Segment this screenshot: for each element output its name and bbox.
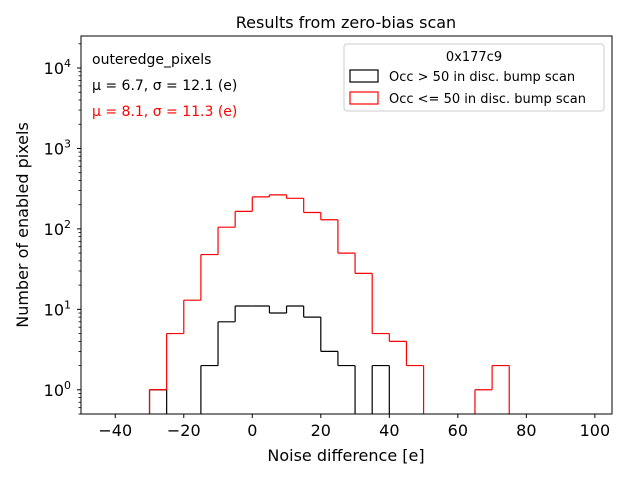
histogram-bin xyxy=(389,340,408,366)
x-axis: −40 −20 0 20 40 60 80 100 xyxy=(98,414,610,440)
annotation-group-name: outeredge_pixels xyxy=(92,52,211,68)
y-axis-label: Number of enabled pixels xyxy=(13,122,32,328)
histogram-bin xyxy=(337,252,356,274)
histogram-bin xyxy=(474,389,493,414)
histogram-bin xyxy=(303,211,322,220)
histogram-bin xyxy=(303,316,322,352)
legend-label-black: Occ > 50 in disc. bump scan xyxy=(389,70,575,85)
y-axis: 100 101 102 103 104 xyxy=(44,43,81,415)
annotation-stats-red: μ = 8.1, σ = 11.3 (e) xyxy=(92,104,237,120)
histogram-bin xyxy=(217,321,236,366)
x-tick-label: −40 xyxy=(98,421,132,440)
series-0 xyxy=(148,305,390,414)
histogram-bin xyxy=(251,196,270,212)
y-tick-label: 101 xyxy=(44,298,71,319)
histogram-bin xyxy=(320,350,339,366)
histogram-bin xyxy=(252,305,271,314)
legend-swatch-red xyxy=(349,91,379,105)
legend-swatch-black xyxy=(349,69,379,83)
histogram-bin xyxy=(234,305,253,322)
histogram-bin xyxy=(148,389,167,414)
histogram-bin xyxy=(372,332,390,342)
chart-title: Results from zero-bias scan xyxy=(236,13,456,32)
y-tick-label: 102 xyxy=(44,218,71,239)
histogram-bin xyxy=(406,364,425,414)
x-tick-label: 0 xyxy=(247,421,257,440)
y-tick-label: 100 xyxy=(44,379,71,400)
legend-box xyxy=(343,43,605,112)
histogram-bin xyxy=(166,332,184,390)
histogram-bin xyxy=(337,364,356,414)
histogram-bin xyxy=(200,364,219,414)
y-tick-label: 104 xyxy=(44,57,71,78)
histogram-bin xyxy=(200,253,219,301)
histogram-bin xyxy=(183,299,201,334)
x-tick-label: 20 xyxy=(311,421,331,440)
legend-title: 0x177c9 xyxy=(446,50,502,65)
x-tick-label: −20 xyxy=(167,421,201,440)
series-1 xyxy=(148,194,510,414)
histogram-series-layer xyxy=(148,194,510,414)
annotation-stats-black: μ = 6.7, σ = 12.1 (e) xyxy=(92,78,237,94)
histogram-bin xyxy=(371,364,390,414)
x-tick-label: 40 xyxy=(379,421,399,440)
histogram-bin xyxy=(234,210,253,228)
histogram-bin xyxy=(268,194,288,199)
histogram-bin xyxy=(491,364,510,414)
legend: 0x177c9 Occ > 50 in disc. bump scan Occ … xyxy=(343,43,605,112)
x-tick-label: 100 xyxy=(580,421,611,440)
x-axis-label: Noise difference [e] xyxy=(267,446,424,465)
histogram-bin xyxy=(320,219,339,254)
x-tick-label: 80 xyxy=(516,421,536,440)
histogram-bin xyxy=(217,226,236,255)
histogram-bin xyxy=(286,197,305,213)
histogram-bin xyxy=(355,272,373,334)
x-tick-label: 60 xyxy=(448,421,468,440)
plot-frame xyxy=(80,35,613,415)
histogram-bin xyxy=(285,305,305,318)
legend-label-red: Occ <= 50 in disc. bump scan xyxy=(389,92,586,107)
y-tick-label: 103 xyxy=(44,137,71,158)
